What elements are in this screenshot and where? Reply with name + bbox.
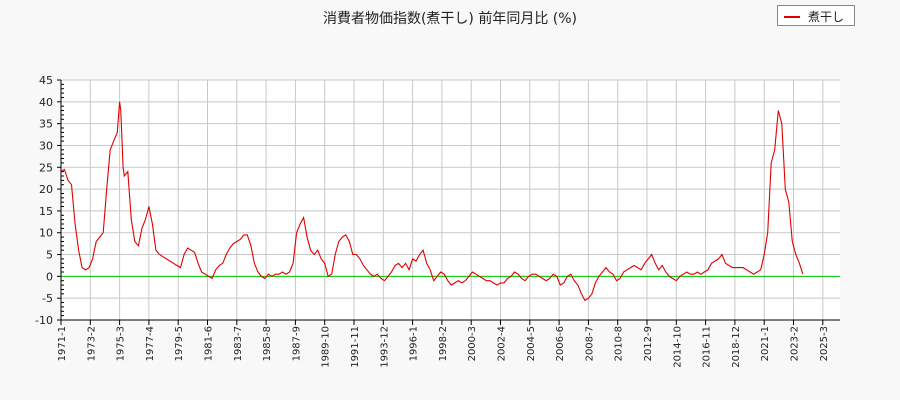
x-tick-label: 1996-1 <box>409 326 420 361</box>
y-axis: -10 -5 0 5 10 15 20 25 30 35 40 45 <box>35 74 64 327</box>
x-tick-label: 2023-2 <box>790 326 801 361</box>
x-tick-label: 1977-4 <box>145 326 156 361</box>
y-tick-label: 20 <box>39 183 53 196</box>
y-tick-label: 25 <box>39 161 53 174</box>
y-tick-label: 15 <box>39 205 53 218</box>
y-tick-label: -5 <box>42 292 53 305</box>
x-tick-label: 2016-11 <box>702 326 713 368</box>
y-tick-label: 0 <box>46 270 53 283</box>
x-tick-label: 1998-2 <box>438 326 449 361</box>
x-tick-label: 2006-6 <box>555 326 566 361</box>
x-tick-label: 1983-7 <box>233 326 244 361</box>
x-tick-label: 1985-8 <box>262 326 273 361</box>
y-tick-label: 35 <box>39 118 53 131</box>
plot-area <box>61 80 840 320</box>
legend-label: 煮干し <box>808 10 845 24</box>
x-tick-label: 1971-1 <box>57 326 68 361</box>
x-axis: 1971-1 1973-2 1975-3 1977-4 1979-5 1981-6 1983… <box>57 320 830 368</box>
y-tick-label: 40 <box>39 96 53 109</box>
y-tick-label: 10 <box>39 227 53 240</box>
x-tick-label: 1979-5 <box>174 326 185 361</box>
x-tick-label: 2025-3 <box>819 326 830 361</box>
y-tick-label: 30 <box>39 139 53 152</box>
x-tick-label: 2018-12 <box>731 326 742 368</box>
x-tick-label: 1989-10 <box>321 326 332 368</box>
x-tick-label: 1975-3 <box>116 326 127 361</box>
x-tick-label: 1987-9 <box>291 326 302 361</box>
x-tick-label: 1973-2 <box>86 326 97 361</box>
x-tick-label: 2010-8 <box>614 326 625 361</box>
x-tick-label: 2000-3 <box>467 326 478 361</box>
x-tick-label: 2021-1 <box>760 326 771 361</box>
x-tick-label: 2014-10 <box>672 326 683 368</box>
x-tick-label: 1991-11 <box>350 326 361 368</box>
x-tick-label: 2004-5 <box>526 326 537 361</box>
x-tick-label: 1981-6 <box>204 326 215 361</box>
x-tick-label: 1993-12 <box>379 326 390 368</box>
series-line <box>60 101 804 302</box>
y-tick-label: 5 <box>46 249 53 262</box>
y-tick-label: 45 <box>39 74 53 87</box>
legend: 煮干し <box>777 5 855 26</box>
x-tick-label: 2012-9 <box>643 326 654 361</box>
x-tick-label: 2008-7 <box>584 326 595 361</box>
chart-title: 消費者物価指数(煮干し) 前年同月比 (%) <box>322 11 578 27</box>
y-tick-label: -10 <box>35 314 53 327</box>
x-tick-label: 2002-4 <box>497 326 508 361</box>
legend-swatch-line-icon <box>784 16 800 18</box>
